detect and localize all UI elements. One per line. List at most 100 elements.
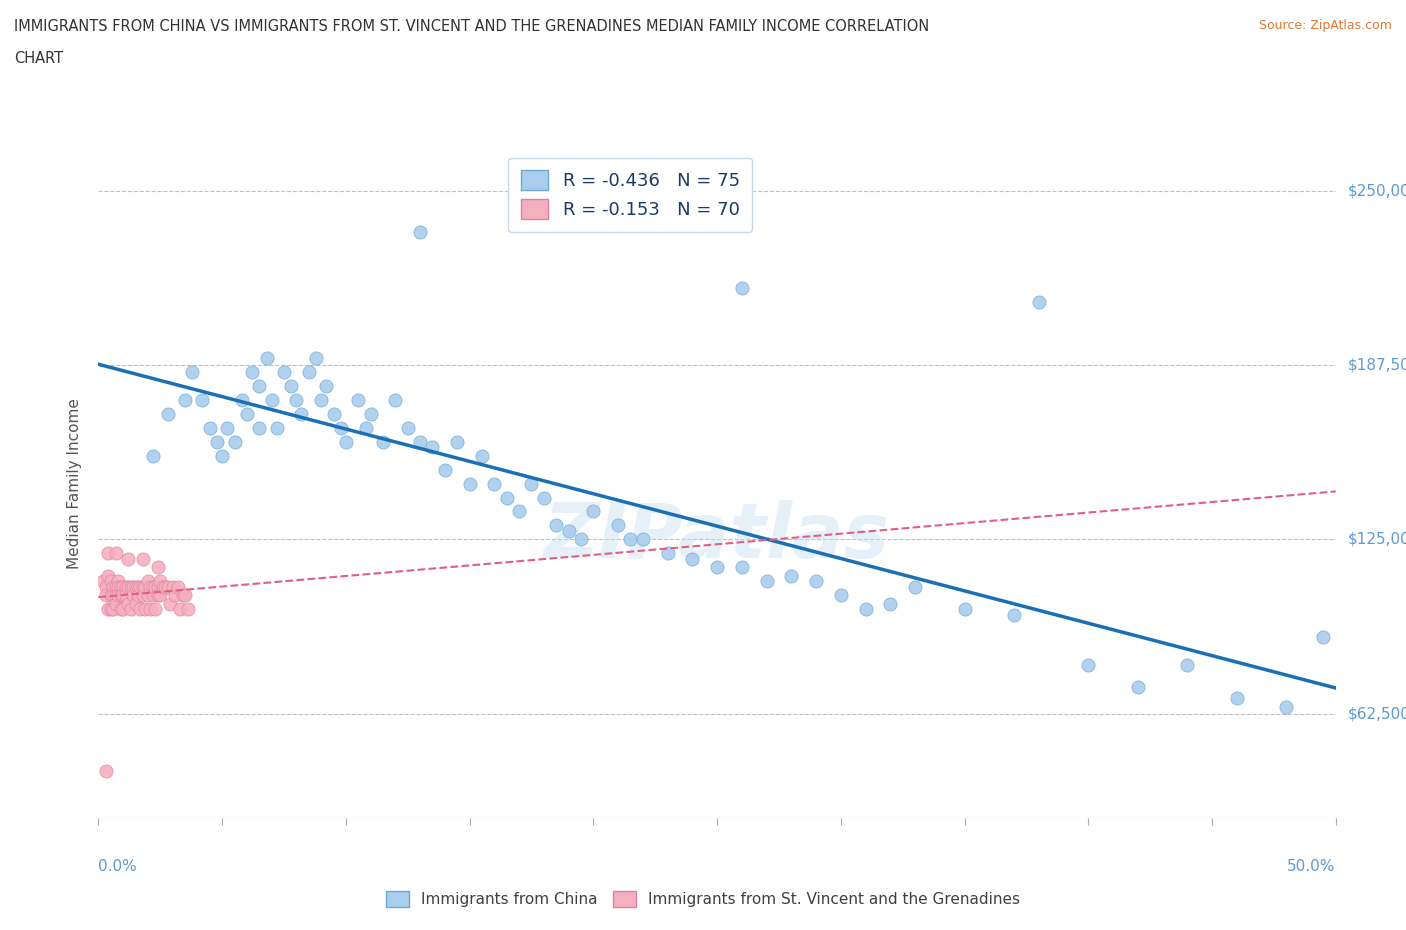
Point [329, 420, 352, 435]
Point [804, 574, 827, 589]
Point [120, 602, 142, 617]
Point [298, 365, 321, 379]
Point [471, 448, 494, 463]
Point [681, 551, 703, 566]
Point [104, 546, 127, 561]
Point [347, 392, 370, 407]
Point [409, 434, 432, 449]
Point [205, 434, 228, 449]
Point [266, 420, 288, 435]
Point [1275, 699, 1298, 714]
Point [110, 588, 132, 603]
Point [97, 546, 120, 561]
Point [114, 588, 136, 603]
Point [103, 602, 125, 617]
Point [134, 602, 156, 617]
Point [953, 602, 976, 617]
Point [1002, 607, 1025, 622]
Point [280, 379, 302, 393]
Point [631, 532, 654, 547]
Point [169, 602, 191, 617]
Point [309, 392, 332, 407]
Point [132, 551, 155, 566]
Text: $125,000: $125,000 [1348, 532, 1406, 547]
Point [1028, 295, 1050, 310]
Point [94, 579, 117, 594]
Point [181, 365, 204, 379]
Point [94, 588, 117, 603]
Point [122, 588, 145, 603]
Point [290, 406, 312, 421]
Point [755, 574, 778, 589]
Point [100, 602, 122, 617]
Point [198, 420, 221, 435]
Point [247, 379, 270, 393]
Point [174, 588, 197, 603]
Point [117, 579, 139, 594]
Point [104, 579, 127, 594]
Point [165, 588, 187, 603]
Point [285, 392, 308, 407]
Point [217, 420, 239, 435]
Text: $187,500: $187,500 [1348, 357, 1406, 373]
Point [107, 574, 129, 589]
Point [136, 588, 159, 603]
Point [731, 560, 754, 575]
Point [557, 524, 579, 538]
Point [104, 596, 127, 611]
Point [830, 588, 852, 603]
Point [360, 406, 382, 421]
Point [172, 588, 194, 603]
Point [533, 490, 555, 505]
Point [508, 504, 530, 519]
Point [146, 588, 169, 603]
Point [322, 406, 344, 421]
Point [582, 504, 605, 519]
Point [706, 560, 728, 575]
Y-axis label: Median Family Income: Median Family Income [67, 398, 83, 569]
Point [142, 579, 165, 594]
Point [607, 518, 630, 533]
Text: 50.0%: 50.0% [1288, 858, 1336, 873]
Point [143, 602, 166, 617]
Point [495, 490, 517, 505]
Point [104, 588, 127, 603]
Text: $250,000: $250,000 [1348, 183, 1406, 198]
Point [731, 281, 754, 296]
Point [231, 392, 253, 407]
Point [433, 462, 456, 477]
Point [149, 574, 172, 589]
Point [117, 551, 139, 566]
Point [110, 602, 132, 617]
Point [156, 406, 179, 421]
Point [129, 579, 152, 594]
Point [335, 434, 357, 449]
Point [1077, 658, 1099, 672]
Point [139, 602, 162, 617]
Point [879, 596, 901, 611]
Point [162, 579, 184, 594]
Point [142, 588, 165, 603]
Point [124, 596, 146, 611]
Point [446, 434, 468, 449]
Text: ZIPatlas: ZIPatlas [544, 500, 890, 574]
Point [1175, 658, 1198, 672]
Point [139, 579, 162, 594]
Point [546, 518, 568, 533]
Point [103, 579, 125, 594]
Point [409, 225, 432, 240]
Legend: R = -0.436   N = 75, R = -0.153   N = 70: R = -0.436 N = 75, R = -0.153 N = 70 [509, 158, 752, 232]
Point [236, 406, 259, 421]
Point [143, 579, 166, 594]
Point [155, 579, 177, 594]
Point [354, 420, 377, 435]
Point [132, 579, 155, 594]
Point [146, 579, 169, 594]
Point [159, 596, 181, 611]
Point [97, 602, 120, 617]
Point [149, 588, 172, 603]
Point [458, 476, 481, 491]
Point [127, 588, 149, 603]
Text: $62,500: $62,500 [1348, 706, 1406, 722]
Legend: Immigrants from China, Immigrants from St. Vincent and the Grenadines: Immigrants from China, Immigrants from S… [380, 884, 1026, 913]
